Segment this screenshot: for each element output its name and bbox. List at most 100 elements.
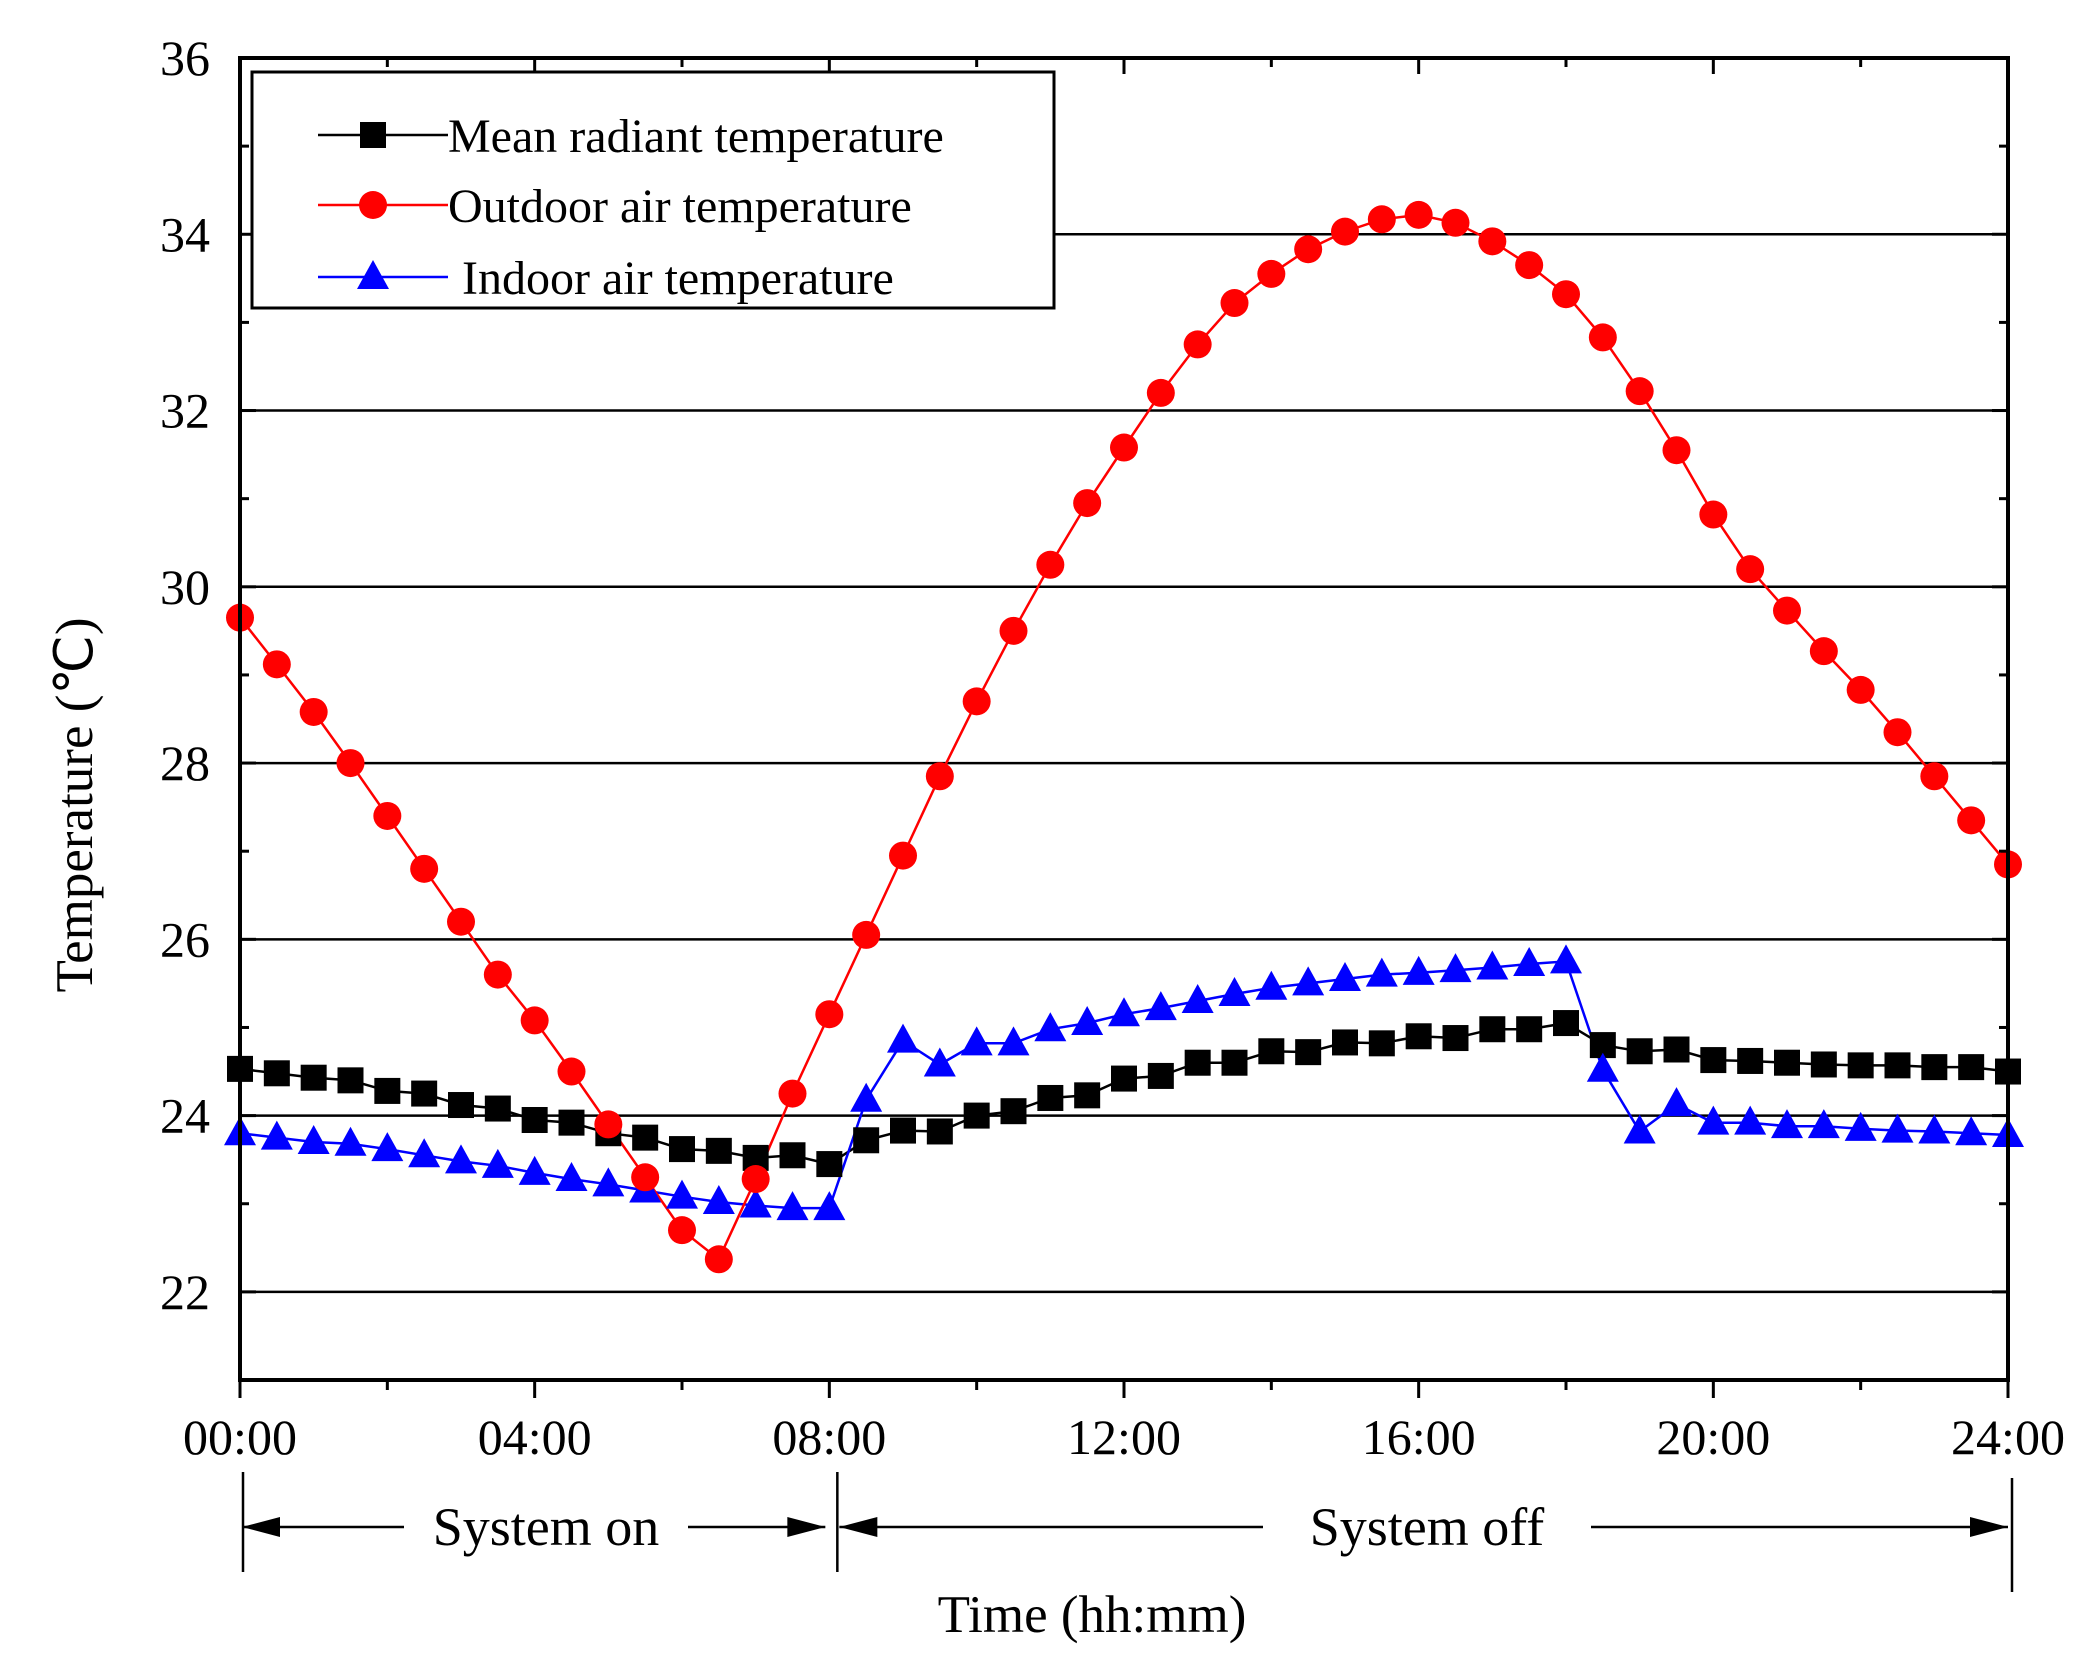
data-point-triangle (1292, 966, 1325, 996)
system-state-annotations: System on System off (241, 1472, 2014, 1592)
x-tick-label: 12:00 (1067, 1409, 1181, 1465)
annotation-label: System on (433, 1497, 660, 1557)
x-tick-label: 24:00 (1951, 1409, 2065, 1465)
data-point-square (1810, 1051, 1837, 1078)
data-point-triangle (1255, 970, 1288, 1000)
data-point-square (1368, 1030, 1395, 1057)
y-tick-label: 36 (160, 30, 210, 86)
data-point-circle (1957, 806, 1986, 835)
tick-labels: 22 24 26 28 30 32 34 36 00:00 04:00 08:00 12:00 16:0… (160, 30, 2065, 1465)
data-point-square (1442, 1025, 1469, 1052)
data-point-square (1516, 1016, 1543, 1043)
legend-marker-square (360, 122, 386, 148)
data-point-triangle (1218, 976, 1251, 1006)
data-point-triangle (1586, 1052, 1619, 1082)
data-point-circle (1552, 280, 1580, 309)
data-point-triangle (1402, 955, 1435, 985)
data-point-circle (668, 1216, 696, 1245)
series-markers (224, 200, 2024, 1274)
data-point-circle (1331, 217, 1359, 246)
data-point-square (1258, 1038, 1285, 1065)
x-tick-label: 08:00 (772, 1409, 886, 1465)
x-tick-label: 16:00 (1362, 1409, 1476, 1465)
data-point-triangle (1034, 1012, 1067, 1042)
data-point-triangle (1881, 1113, 1914, 1143)
data-point-triangle (1807, 1109, 1840, 1139)
y-tick-label: 22 (160, 1264, 210, 1320)
data-point-circle (1110, 433, 1138, 462)
legend-box (250, 70, 1056, 310)
data-point-triangle (1623, 1114, 1656, 1144)
legend: Mean radiant temperature Outdoor air temp… (250, 70, 1056, 310)
data-point-circle (889, 841, 917, 870)
data-point-circle (520, 1006, 549, 1035)
data-point-circle (741, 1165, 770, 1194)
data-point-circle (1809, 637, 1838, 666)
data-point-triangle (1771, 1109, 1803, 1139)
data-point-square (1221, 1049, 1248, 1076)
data-point-circle (778, 1079, 807, 1108)
data-point-circle (410, 854, 439, 883)
data-point-square (1663, 1036, 1690, 1063)
data-point-triangle (887, 1023, 919, 1053)
data-point-square (1626, 1038, 1653, 1065)
data-point-triangle (1365, 957, 1398, 987)
data-point-circle (1294, 235, 1323, 264)
data-point-circle (299, 697, 328, 726)
data-point-square (521, 1107, 548, 1134)
data-point-square (300, 1064, 327, 1091)
data-point-square (1847, 1052, 1874, 1079)
data-point-square (1184, 1049, 1211, 1076)
data-point-circle (1404, 200, 1433, 229)
data-point-triangle (997, 1026, 1030, 1056)
data-point-circle (852, 920, 881, 949)
data-point-triangle (1955, 1116, 1988, 1146)
legend-marker-triangle (357, 260, 389, 289)
x-axis-title: Time (hh:mm) (938, 1586, 1247, 1644)
data-point-triangle (702, 1184, 735, 1214)
data-point-triangle (1439, 953, 1472, 983)
data-point-circle (483, 960, 512, 989)
data-point-circle (1441, 208, 1470, 237)
data-point-square (484, 1095, 511, 1122)
data-point-square (853, 1127, 880, 1154)
data-point-triangle (1918, 1114, 1951, 1144)
data-point-triangle (960, 1026, 993, 1056)
data-point-square (337, 1067, 364, 1094)
data-point-triangle (1476, 950, 1509, 980)
legend-marker-circle (359, 191, 387, 219)
data-point-circle (1883, 718, 1912, 747)
annotation-arrowhead (242, 1517, 280, 1537)
data-point-circle (1736, 555, 1765, 584)
data-point-circle (594, 1110, 623, 1139)
data-point-circle (1146, 378, 1175, 407)
data-point-circle (1183, 330, 1212, 359)
data-point-triangle (1734, 1105, 1767, 1135)
y-tick-label: 32 (160, 383, 210, 439)
data-point-square (669, 1136, 695, 1163)
data-point-triangle (555, 1162, 588, 1192)
data-point-circle (1367, 205, 1396, 234)
data-point-triangle (1844, 1111, 1877, 1141)
data-point-circle (336, 749, 365, 778)
data-point-square (1737, 1047, 1764, 1074)
data-point-square (890, 1117, 916, 1144)
data-point-triangle (739, 1188, 772, 1218)
data-point-square (1479, 1016, 1506, 1043)
data-point-square (1147, 1062, 1174, 1089)
data-point-triangle (1108, 997, 1140, 1027)
data-point-circle (1036, 550, 1065, 579)
data-point-square (1111, 1065, 1137, 1092)
data-point-circle (704, 1245, 733, 1274)
data-point-square (1774, 1049, 1800, 1076)
data-point-circle (447, 907, 475, 936)
data-point-circle (262, 650, 291, 679)
series-line-0 (239, 1021, 2009, 1166)
data-point-circle (373, 801, 402, 830)
data-point-square (1405, 1023, 1432, 1050)
data-point-circle (631, 1163, 660, 1192)
data-point-triangle (923, 1047, 956, 1077)
x-tick-label: 00:00 (183, 1409, 297, 1465)
y-tick-label: 28 (160, 735, 210, 791)
data-point-square (558, 1109, 585, 1136)
